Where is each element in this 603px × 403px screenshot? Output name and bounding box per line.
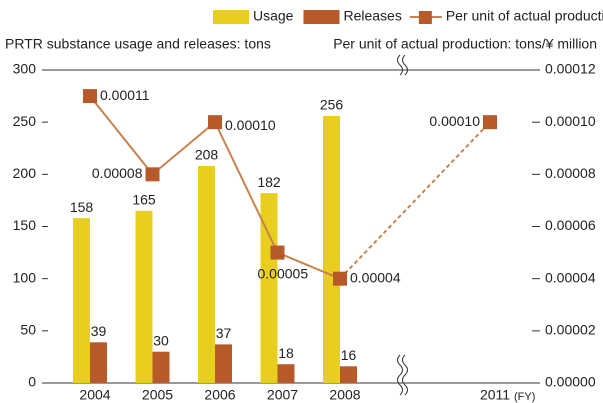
data-label: 0.00008 <box>92 165 143 181</box>
bar <box>215 344 232 383</box>
y-tick-label: 250 <box>13 113 37 129</box>
legend-label: Releases <box>343 8 401 24</box>
bar <box>73 218 90 383</box>
y-tick-label: 200 <box>13 165 37 181</box>
data-label: 0.00004 <box>350 269 401 285</box>
data-label: 37 <box>216 325 232 341</box>
y2-tick-label: 0.00006 <box>545 217 596 233</box>
y-tick-label: 100 <box>13 269 37 285</box>
data-label: 182 <box>257 174 281 190</box>
y-tick-label: 300 <box>13 61 37 77</box>
marker <box>83 89 97 104</box>
data-label: 0.00011 <box>100 87 150 103</box>
data-label: 158 <box>70 199 94 215</box>
x-tick-label: 2007 <box>267 387 298 403</box>
x-unit: (FY) <box>514 391 535 403</box>
marker <box>145 167 160 182</box>
bar <box>135 210 153 383</box>
y-tick-label: 50 <box>20 322 36 338</box>
y2-tick-label: 0.00012 <box>545 61 596 77</box>
y2-axis-label: Per unit of actual production: tons/¥ mi… <box>333 36 597 52</box>
bar <box>277 364 295 383</box>
legend-label: Usage <box>253 8 294 24</box>
bar <box>260 193 278 383</box>
data-label: 256 <box>320 97 344 113</box>
bar <box>340 366 357 383</box>
marker <box>208 115 222 130</box>
x-tick-label: 2005 <box>142 387 173 403</box>
y2-tick-label: 0.00010 <box>545 113 596 129</box>
legend-swatch <box>303 10 340 24</box>
legend-marker <box>418 11 432 24</box>
data-label: 208 <box>195 147 219 163</box>
bar <box>90 342 107 383</box>
x-tick-label: 2008 <box>329 387 360 403</box>
y-tick-label: 150 <box>13 217 37 233</box>
bar <box>323 115 340 383</box>
data-label: 16 <box>341 347 357 363</box>
data-label: 165 <box>132 192 156 208</box>
marker <box>270 245 285 260</box>
y2-tick-label: 0.00000 <box>545 374 596 390</box>
data-label: 0.00010 <box>429 113 480 129</box>
marker <box>483 115 497 130</box>
x-tick-label: 2011 <box>480 387 510 403</box>
data-label: 39 <box>91 323 107 339</box>
legend-label: Per unit of actual production <box>446 8 603 24</box>
legend-swatch <box>213 10 249 24</box>
y2-tick-label: 0.00002 <box>545 322 596 338</box>
y2-tick-label: 0.00008 <box>545 165 596 181</box>
axis-break <box>397 54 408 396</box>
data-label: 0.00005 <box>258 265 309 281</box>
data-label: 0.00010 <box>225 117 276 133</box>
y-axis-label: PRTR substance usage and releases: tons <box>5 36 271 52</box>
y2-tick-label: 0.00004 <box>545 269 596 285</box>
data-label: 18 <box>278 345 294 361</box>
marker <box>333 271 347 286</box>
y-tick-label: 0 <box>28 374 36 390</box>
line <box>339 121 491 280</box>
x-tick-label: 2006 <box>204 387 235 403</box>
x-tick-label: 2004 <box>79 387 110 403</box>
data-label: 30 <box>153 332 169 348</box>
bar <box>152 351 170 383</box>
bar <box>198 165 215 383</box>
